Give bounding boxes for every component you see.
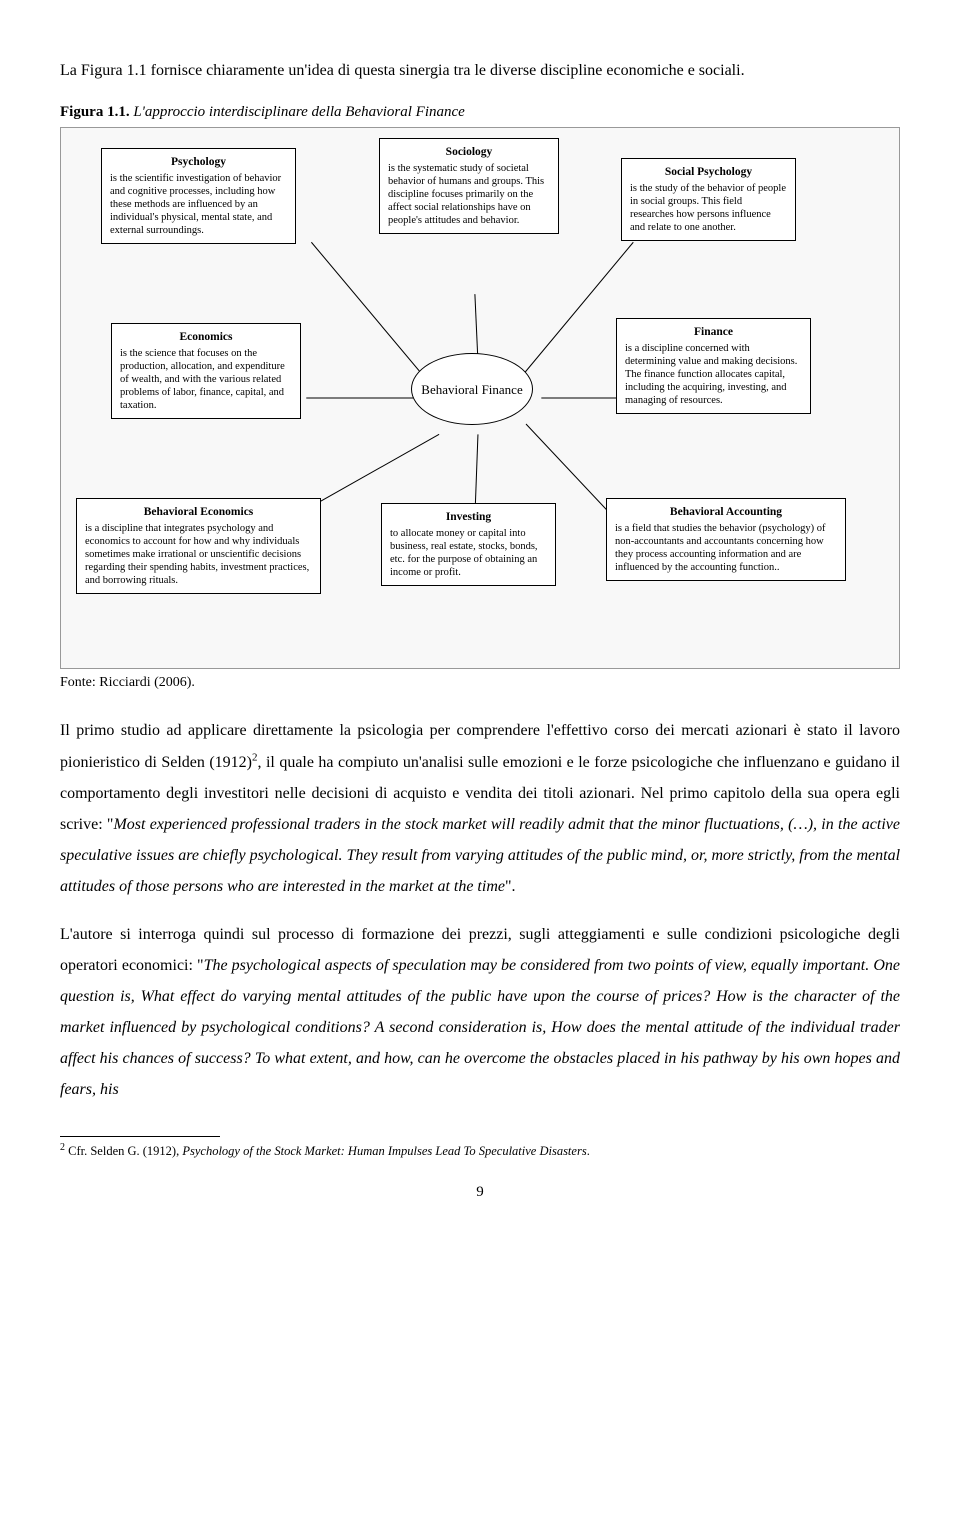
footnote-2: 2 Cfr. Selden G. (1912), Psychology of t… <box>60 1141 900 1161</box>
p1-text-c: ". <box>505 878 516 895</box>
body-paragraph-1: Il primo studio ad applicare direttament… <box>60 715 900 902</box>
node-finance: Finance is a discipline concerned with de… <box>616 318 811 414</box>
center-node-label: Behavioral Finance <box>421 382 522 398</box>
body-paragraph-2: L'autore si interroga quindi sul process… <box>60 919 900 1106</box>
footnote-separator <box>60 1136 220 1137</box>
footnote-text-a: Cfr. Selden G. (1912), <box>65 1144 182 1158</box>
p1-quote-1: Most experienced professional traders in… <box>60 816 900 895</box>
figure-source: Fonte: Ricciardi (2006). <box>60 675 900 691</box>
node-investing-text: to allocate money or capital into busine… <box>390 528 538 578</box>
node-investing-title: Investing <box>390 510 547 524</box>
intro-paragraph: La Figura 1.1 fornisce chiaramente un'id… <box>60 56 900 86</box>
center-node: Behavioral Finance <box>411 353 533 425</box>
figure-caption: Figura 1.1. L'approccio interdisciplinar… <box>60 104 900 121</box>
node-behavioral-economics-text: is a discipline that integrates psycholo… <box>85 523 309 587</box>
page-number-value: 9 <box>476 1184 484 1200</box>
figure-title: L'approccio interdisciplinare della Beha… <box>133 104 464 120</box>
node-sociology: Sociology is the systematic study of soci… <box>379 138 559 234</box>
node-behavioral-accounting: Behavioral Accounting is a field that stu… <box>606 498 846 581</box>
node-behavioral-accounting-title: Behavioral Accounting <box>615 505 837 519</box>
node-social-psychology-title: Social Psychology <box>630 165 787 179</box>
node-psychology-text: is the scientific investigation of behav… <box>110 173 281 237</box>
node-sociology-title: Sociology <box>388 145 550 159</box>
node-behavioral-economics: Behavioral Economics is a discipline that… <box>76 498 321 594</box>
intro-text: La Figura 1.1 fornisce chiaramente un'id… <box>60 62 745 79</box>
figure-source-text: Fonte: Ricciardi (2006). <box>60 675 195 690</box>
diagram-container: Psychology is the scientific investigatio… <box>60 127 900 669</box>
node-economics-text: is the science that focuses on the produ… <box>120 348 285 412</box>
node-behavioral-economics-title: Behavioral Economics <box>85 505 312 519</box>
page-number: 9 <box>60 1184 900 1201</box>
node-social-psychology: Social Psychology is the study of the beh… <box>621 158 796 241</box>
node-economics: Economics is the science that focuses on … <box>111 323 301 419</box>
node-social-psychology-text: is the study of the behavior of people i… <box>630 183 786 233</box>
node-sociology-text: is the systematic study of societal beha… <box>388 163 544 227</box>
figure-label: Figura 1.1. <box>60 104 130 120</box>
node-finance-title: Finance <box>625 325 802 339</box>
node-economics-title: Economics <box>120 330 292 344</box>
node-psychology-title: Psychology <box>110 155 287 169</box>
node-finance-text: is a discipline concerned with determini… <box>625 343 797 407</box>
p2-quote-1: The psychological aspects of speculation… <box>60 957 900 1099</box>
footnote-text-b: . <box>587 1144 590 1158</box>
node-investing: Investing to allocate money or capital in… <box>381 503 556 586</box>
node-behavioral-accounting-text: is a field that studies the behavior (ps… <box>615 523 826 573</box>
footnote-title: Psychology of the Stock Market: Human Im… <box>182 1144 586 1158</box>
node-psychology: Psychology is the scientific investigatio… <box>101 148 296 244</box>
